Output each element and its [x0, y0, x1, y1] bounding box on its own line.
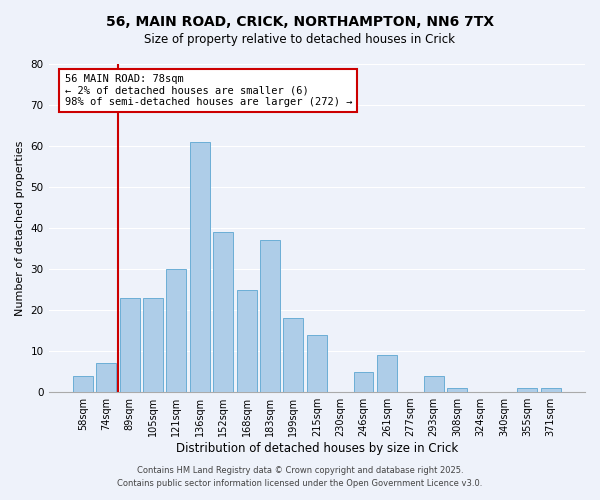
- Bar: [447, 388, 467, 392]
- Bar: [307, 334, 327, 392]
- Bar: [190, 142, 210, 392]
- Bar: [97, 364, 116, 392]
- Text: Size of property relative to detached houses in Crick: Size of property relative to detached ho…: [145, 32, 455, 46]
- Text: 56 MAIN ROAD: 78sqm
← 2% of detached houses are smaller (6)
98% of semi-detached: 56 MAIN ROAD: 78sqm ← 2% of detached hou…: [65, 74, 352, 107]
- Bar: [73, 376, 93, 392]
- Bar: [377, 355, 397, 392]
- Bar: [541, 388, 560, 392]
- X-axis label: Distribution of detached houses by size in Crick: Distribution of detached houses by size …: [176, 442, 458, 455]
- Bar: [517, 388, 537, 392]
- Text: Contains HM Land Registry data © Crown copyright and database right 2025.
Contai: Contains HM Land Registry data © Crown c…: [118, 466, 482, 487]
- Bar: [260, 240, 280, 392]
- Bar: [424, 376, 443, 392]
- Bar: [120, 298, 140, 392]
- Bar: [353, 372, 373, 392]
- Text: 56, MAIN ROAD, CRICK, NORTHAMPTON, NN6 7TX: 56, MAIN ROAD, CRICK, NORTHAMPTON, NN6 7…: [106, 15, 494, 29]
- Bar: [213, 232, 233, 392]
- Bar: [283, 318, 304, 392]
- Y-axis label: Number of detached properties: Number of detached properties: [15, 140, 25, 316]
- Bar: [143, 298, 163, 392]
- Bar: [236, 290, 257, 392]
- Bar: [166, 269, 187, 392]
